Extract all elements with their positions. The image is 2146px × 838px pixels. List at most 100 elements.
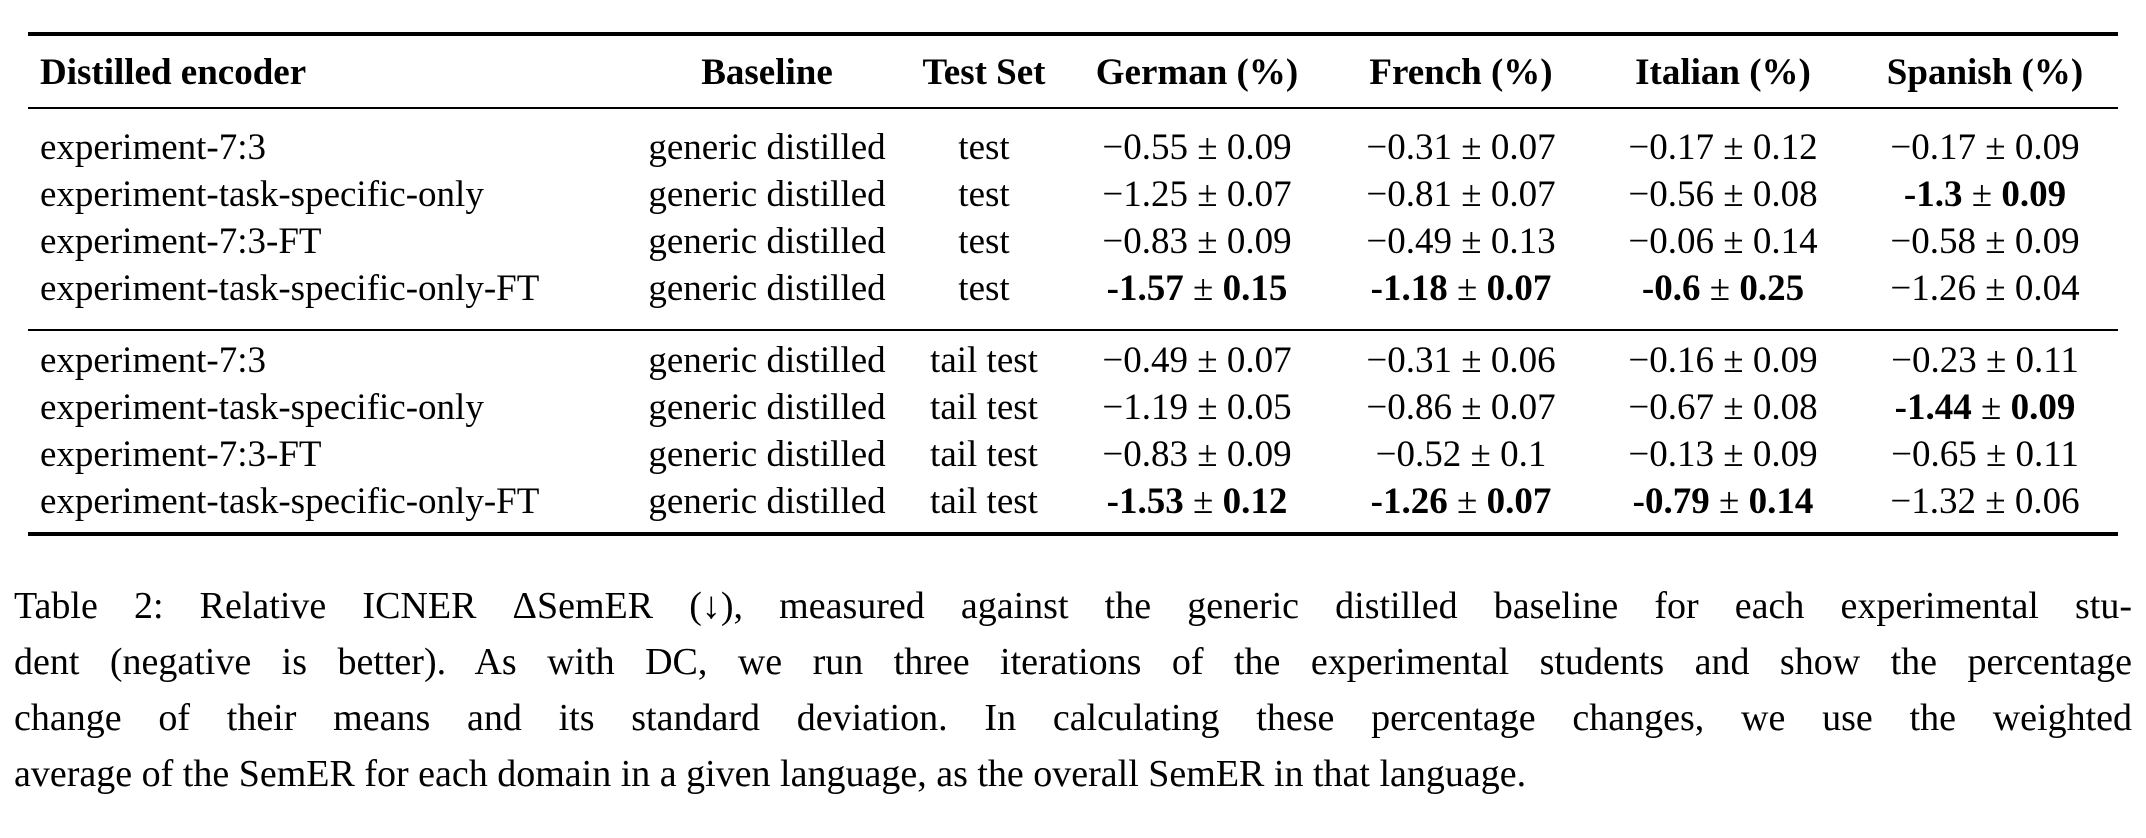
mean-value: −1.32: [1890, 481, 1977, 522]
plus-minus: ±: [1714, 127, 1753, 168]
test-set-cell: test: [958, 174, 1010, 215]
table-row: experiment-7:3 generic distilled test −0…: [28, 124, 2118, 171]
mean-value: −0.83: [1102, 221, 1189, 262]
baseline-cell: generic distilled: [648, 434, 886, 475]
sd-value: 0.09: [1226, 434, 1292, 475]
german-cell: −0.83 ± 0.09: [1068, 431, 1326, 478]
sd-value: 0.14: [1748, 481, 1814, 522]
plus-minus: ±: [1971, 387, 2011, 428]
test-set-cell: tail test: [930, 340, 1038, 381]
header-german: German (%): [1095, 52, 1299, 93]
italian-cell: −0.16 ± 0.09: [1592, 337, 1854, 384]
plus-minus: ±: [1188, 340, 1227, 381]
caption-line: change of their means and its standard d…: [14, 697, 2132, 739]
header-spanish: Spanish (%): [1886, 52, 2084, 93]
header-test-set: Test Set: [922, 52, 1046, 93]
test-set-cell: tail test: [930, 481, 1038, 522]
mean-value: −0.81: [1366, 174, 1453, 215]
mean-value: −0.58: [1890, 221, 1977, 262]
encoder-cell: experiment-task-specific-only: [40, 387, 484, 428]
mean-value: −0.06: [1628, 221, 1715, 262]
sd-value: 0.06: [2014, 481, 2080, 522]
mean-value: -1.53: [1106, 481, 1184, 522]
mean-value: −0.55: [1102, 127, 1189, 168]
plus-minus: ±: [1183, 481, 1223, 522]
table-caption: Table 2: Relative ICNER ΔSemER (↓), meas…: [14, 578, 2132, 802]
sd-value: 0.07: [1490, 174, 1556, 215]
test-set-cell: test: [958, 127, 1010, 168]
plus-minus: ±: [1452, 174, 1491, 215]
baseline-cell: generic distilled: [648, 221, 886, 262]
plus-minus: ±: [1447, 268, 1487, 309]
group-separator-rule: [28, 329, 2118, 331]
french-cell: −0.31 ± 0.06: [1330, 337, 1592, 384]
plus-minus: ±: [1188, 221, 1227, 262]
mean-value: -0.79: [1632, 481, 1710, 522]
plus-minus: ±: [1188, 127, 1227, 168]
sd-value: 0.08: [1752, 174, 1818, 215]
mean-value: −0.65: [1891, 434, 1977, 475]
plus-minus: ±: [1976, 434, 2016, 475]
german-cell: -1.57 ± 0.15: [1068, 265, 1326, 312]
french-cell: −0.49 ± 0.13: [1330, 218, 1592, 265]
italian-cell: -0.6 ± 0.25: [1592, 265, 1854, 312]
table-row: experiment-7:3-FT generic distilled test…: [28, 218, 2118, 265]
sd-value: 0.09: [2010, 387, 2076, 428]
spanish-cell: −0.58 ± 0.09: [1854, 218, 2116, 265]
italian-cell: −0.56 ± 0.08: [1592, 171, 1854, 218]
mean-value: −0.56: [1628, 174, 1715, 215]
plus-minus: ±: [1709, 481, 1749, 522]
spanish-cell: −0.65 ± 0.11: [1854, 431, 2116, 478]
sd-value: 0.06: [1490, 340, 1556, 381]
mean-value: −0.31: [1366, 127, 1453, 168]
italian-cell: -0.79 ± 0.14: [1592, 478, 1854, 525]
french-cell: −0.86 ± 0.07: [1330, 384, 1592, 431]
sd-value: 0.04: [2014, 268, 2080, 309]
table-row: experiment-task-specific-only-FT generic…: [28, 478, 2118, 525]
plus-minus: ±: [1976, 481, 2015, 522]
french-cell: −0.31 ± 0.07: [1330, 124, 1592, 171]
german-cell: -1.53 ± 0.12: [1068, 478, 1326, 525]
table-row: experiment-7:3-FT generic distilled tail…: [28, 431, 2118, 478]
french-cell: -1.26 ± 0.07: [1330, 478, 1592, 525]
plus-minus: ±: [1188, 434, 1227, 475]
mean-value: -1.57: [1106, 268, 1184, 309]
sd-value: 0.14: [1752, 221, 1818, 262]
plus-minus: ±: [1461, 434, 1501, 475]
table-row: experiment-task-specific-only generic di…: [28, 384, 2118, 431]
plus-minus: ±: [1452, 221, 1491, 262]
sd-value: 0.09: [1226, 127, 1292, 168]
german-cell: −1.25 ± 0.07: [1068, 171, 1326, 218]
sd-value: 0.07: [1226, 340, 1292, 381]
italian-cell: −0.13 ± 0.09: [1592, 431, 1854, 478]
sd-value: 0.08: [1752, 387, 1818, 428]
mean-value: −1.26: [1890, 268, 1977, 309]
plus-minus: ±: [1452, 340, 1491, 381]
baseline-cell: generic distilled: [648, 481, 886, 522]
french-cell: −0.81 ± 0.07: [1330, 171, 1592, 218]
spanish-cell: −0.17 ± 0.09: [1854, 124, 2116, 171]
sd-value: 0.12: [1752, 127, 1818, 168]
encoder-cell: experiment-7:3: [40, 340, 267, 381]
baseline-cell: generic distilled: [648, 127, 886, 168]
spanish-cell: -1.44 ± 0.09: [1854, 384, 2116, 431]
french-cell: -1.18 ± 0.07: [1330, 265, 1592, 312]
mean-value: −0.49: [1366, 221, 1453, 262]
italian-cell: −0.17 ± 0.12: [1592, 124, 1854, 171]
baseline-cell: generic distilled: [648, 387, 886, 428]
sd-value: 0.07: [1486, 481, 1552, 522]
mean-value: −0.67: [1628, 387, 1715, 428]
mean-value: -1.18: [1370, 268, 1448, 309]
sd-value: 0.09: [1752, 340, 1818, 381]
italian-cell: −0.06 ± 0.14: [1592, 218, 1854, 265]
sd-value: 0.07: [1486, 268, 1552, 309]
baseline-cell: generic distilled: [648, 340, 886, 381]
mean-value: −0.31: [1366, 340, 1453, 381]
sd-value: 0.13: [1490, 221, 1556, 262]
plus-minus: ±: [1188, 387, 1227, 428]
header-baseline: Baseline: [701, 52, 833, 93]
plus-minus: ±: [1976, 268, 2015, 309]
mean-value: −0.83: [1102, 434, 1189, 475]
sd-value: 0.15: [1222, 268, 1288, 309]
sd-value: 0.09: [1226, 221, 1292, 262]
